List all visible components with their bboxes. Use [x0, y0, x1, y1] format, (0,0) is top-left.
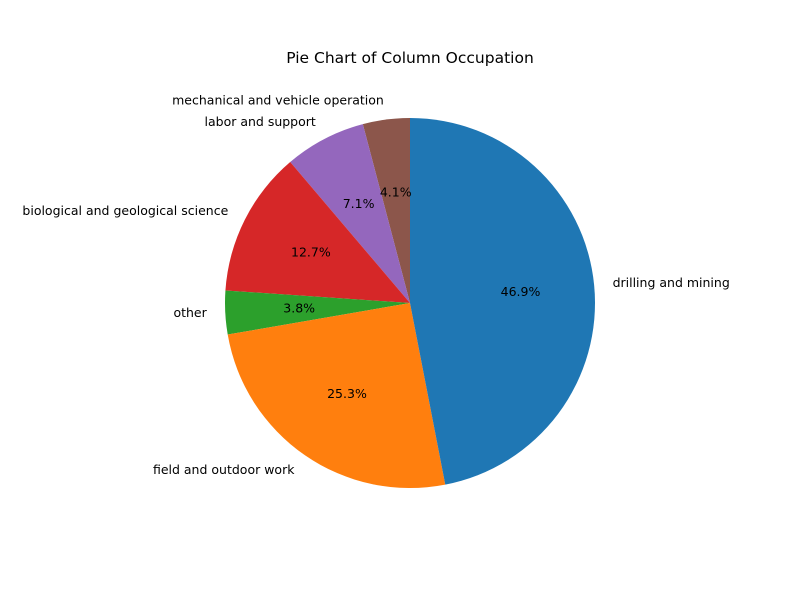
pct-label-mechanical-and-vehicle-operation: 4.1%: [380, 184, 412, 199]
pie-slice-other: [224, 290, 410, 335]
pct-label-drilling-and-mining: 46.9%: [501, 284, 541, 299]
pie-slice-drilling-and-mining: [410, 118, 595, 485]
pie-slice-field-and-outdoor-work: [227, 303, 446, 488]
slice-label-labor-and-support: labor and support: [205, 114, 316, 129]
pct-label-biological-and-geological-science: 12.7%: [291, 245, 331, 260]
slice-label-biological-and-geological-science: biological and geological science: [22, 203, 228, 218]
slice-labels: mechanical and vehicle operation 4.1% labo…: [22, 93, 729, 477]
pie-slice-mechanical-and-vehicle-operation: [362, 118, 410, 303]
pie-slices: [224, 118, 595, 488]
slice-label-mechanical-and-vehicle-operation: mechanical and vehicle operation: [172, 93, 384, 108]
slice-label-field-and-outdoor-work: field and outdoor work: [153, 462, 295, 477]
pie-slice-labor-and-support: [290, 124, 410, 303]
pct-label-other: 3.8%: [283, 300, 315, 315]
chart-title: Pie Chart of Column Occupation: [286, 49, 534, 67]
pct-label-labor-and-support: 7.1%: [343, 196, 375, 211]
pie-slice-biological-and-geological-science: [225, 162, 410, 303]
slice-label-other: other: [173, 305, 207, 320]
slice-label-drilling-and-mining: drilling and mining: [613, 275, 730, 290]
pct-label-field-and-outdoor-work: 25.3%: [327, 386, 367, 401]
